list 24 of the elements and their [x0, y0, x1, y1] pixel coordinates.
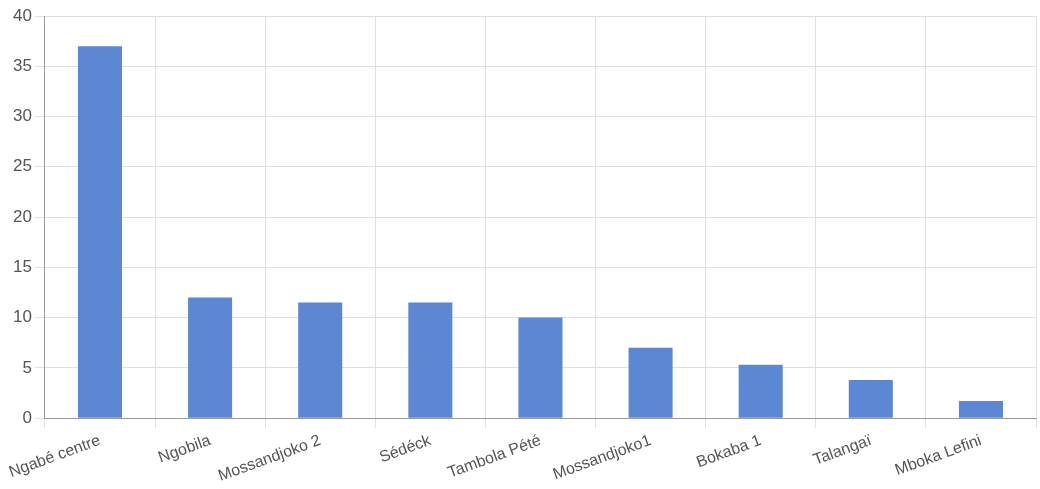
bar: [518, 317, 563, 418]
y-tick-label: 30: [12, 106, 32, 126]
x-tick-label: Sédéck: [376, 430, 434, 466]
bar: [628, 347, 673, 418]
x-tick-label: Mboka Lefini: [892, 431, 984, 479]
y-tick-label: 40: [12, 5, 32, 25]
bar: [408, 302, 453, 418]
y-tick-label: 0: [22, 407, 32, 427]
x-tick-label: Ngobila: [155, 431, 213, 466]
y-tick-label: 20: [12, 206, 32, 226]
x-tick-label: Ngabé centre: [6, 431, 103, 480]
bar: [298, 302, 343, 418]
x-tick-label: Tambola Pété: [445, 431, 544, 481]
y-tick-label: 25: [12, 156, 32, 176]
x-tick-label: Bokaba 1: [693, 431, 764, 471]
y-tick-label: 15: [12, 257, 32, 277]
bar: [188, 297, 233, 418]
y-tick-label: 5: [22, 357, 32, 377]
y-tick-label: 10: [12, 307, 32, 327]
bar: [77, 46, 122, 418]
bar: [738, 364, 783, 418]
bar: [848, 379, 893, 418]
bar: [958, 401, 1003, 418]
y-tick-label: 35: [12, 55, 32, 75]
